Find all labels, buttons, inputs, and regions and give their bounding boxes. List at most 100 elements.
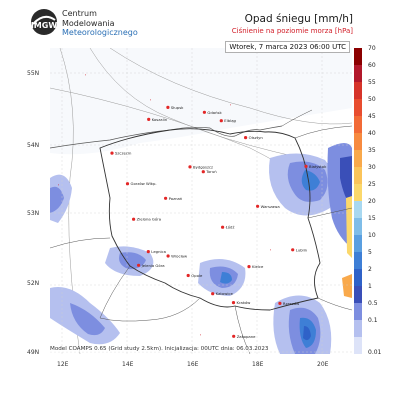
legend-swatch (354, 116, 362, 134)
city-dot (164, 196, 168, 200)
lon-label: 14E (122, 361, 134, 368)
svg-text:': ' (230, 104, 231, 110)
city-marker: Gdańsk (202, 110, 222, 115)
city-label: Bydgoszcz (193, 164, 213, 169)
svg-text:': ' (270, 249, 271, 255)
snow-areas (50, 143, 352, 354)
imgw-logo: IMGW (30, 8, 58, 36)
city-dot (202, 110, 206, 114)
coastline (49, 125, 283, 149)
city-dot (231, 301, 236, 305)
legend-label: 30 (368, 164, 376, 171)
lon-label: 12E (57, 361, 69, 368)
border-line (294, 125, 353, 139)
city-label: Opole (191, 273, 203, 278)
legend-label: 15 (368, 215, 376, 222)
city-dot (186, 273, 190, 278)
city-dot (166, 105, 170, 109)
city-marker: Rzeszów (278, 301, 299, 306)
city-marker: Legnica (146, 249, 166, 254)
city-marker: Białystok (304, 164, 327, 169)
city-marker: Kielce (247, 264, 264, 269)
legend-swatch (354, 286, 362, 304)
city-label: Olsztyn (249, 135, 264, 140)
legend-swatch (354, 48, 362, 66)
city-dot (188, 165, 192, 169)
model-info: Model COAMPS 0.65 (Grid study 2.5km). In… (50, 346, 269, 352)
lat-label: 52N (27, 280, 40, 287)
sea-area (50, 48, 352, 155)
legend-label: 60 (368, 62, 376, 69)
lon-label: 18E (252, 361, 264, 368)
svg-text:': ' (150, 99, 151, 105)
city-label: Kielce (252, 264, 264, 269)
pressure-marks: ' ' ' ' ' ' (58, 74, 271, 340)
legend-swatch (354, 235, 362, 253)
org-name-line1: Centrum (62, 9, 97, 18)
city-label: Legnica (151, 249, 166, 254)
logo-text: IMGW (31, 21, 58, 30)
legend-label: 1 (368, 283, 372, 290)
legend-swatch (354, 65, 362, 83)
city-label: Gdańsk (207, 110, 222, 115)
legend-swatch (354, 303, 362, 321)
city-marker: Słupsk (166, 105, 184, 110)
snow-patch-heavy (342, 274, 352, 298)
snow-patch (220, 272, 232, 284)
border-line (281, 109, 313, 127)
lat-label: 55N (27, 70, 40, 77)
city-marker: Łódź (221, 225, 234, 230)
map-canvas: ' ' ' ' ' ' Gdańsk Koszalin Słupsk Olsztyn E… (49, 47, 353, 355)
city-label: Elbląg (224, 118, 236, 123)
legend-label: 55 (368, 79, 376, 86)
city-marker: Opole (186, 273, 203, 278)
legend-label: 2 (368, 266, 372, 273)
city-label: Zakopane (237, 334, 256, 339)
legend-label: 0.5 (368, 300, 378, 307)
legend-swatch (354, 133, 362, 151)
city-marker: Lublin (291, 247, 308, 252)
legend-swatch (354, 269, 362, 287)
border-line (307, 207, 353, 219)
legend-swatch (354, 82, 362, 100)
org-name-line2: Modelowania (62, 19, 115, 28)
lon-label: 16E (187, 361, 199, 368)
legend-label: 10 (368, 232, 376, 239)
svg-text:': ' (58, 184, 59, 190)
graticule (50, 48, 352, 354)
poland-border (99, 128, 321, 311)
city-label: Poznań (169, 196, 183, 201)
city-label: Kraków (237, 300, 251, 305)
legend-swatch (354, 252, 362, 270)
legend-label: 25 (368, 181, 376, 188)
border-line (49, 237, 111, 249)
org-name-line3: Meteorologicznego (62, 28, 138, 37)
city-marker: Koszalin (147, 117, 168, 122)
legend-label: 0.1 (368, 317, 378, 324)
legend-swatch (354, 184, 362, 202)
border-line (317, 297, 353, 311)
legend-swatch (354, 99, 362, 117)
city-dot (291, 248, 295, 252)
city-dot (132, 217, 136, 221)
city-dot (211, 292, 215, 296)
city-dot (147, 117, 151, 121)
city-label: Katowice (216, 291, 234, 296)
map-subtitle: Ciśnienie na poziomie morza [hPa] (231, 27, 353, 35)
city-marker: Gorzów Wlkp. (125, 181, 157, 186)
legend-label: 50 (368, 96, 376, 103)
city-marker: Wrocław (166, 254, 187, 259)
city-label: Białystok (309, 164, 327, 169)
legend-swatch (354, 167, 362, 185)
city-dot (146, 250, 150, 254)
city-label: Wrocław (171, 254, 187, 259)
legend-label: 40 (368, 130, 376, 137)
snow-patch-heavy (346, 196, 352, 258)
city-marker: Toruń (201, 169, 217, 174)
lon-label: 20E (317, 361, 329, 368)
snow-patch (340, 156, 352, 208)
city-marker: Szczecin (110, 151, 132, 156)
forecast-time-label: Wtorek, 7 marca 2023 06:00 UTC (225, 41, 350, 53)
city-marker: Warszawa (256, 204, 280, 209)
border-line (99, 265, 201, 322)
